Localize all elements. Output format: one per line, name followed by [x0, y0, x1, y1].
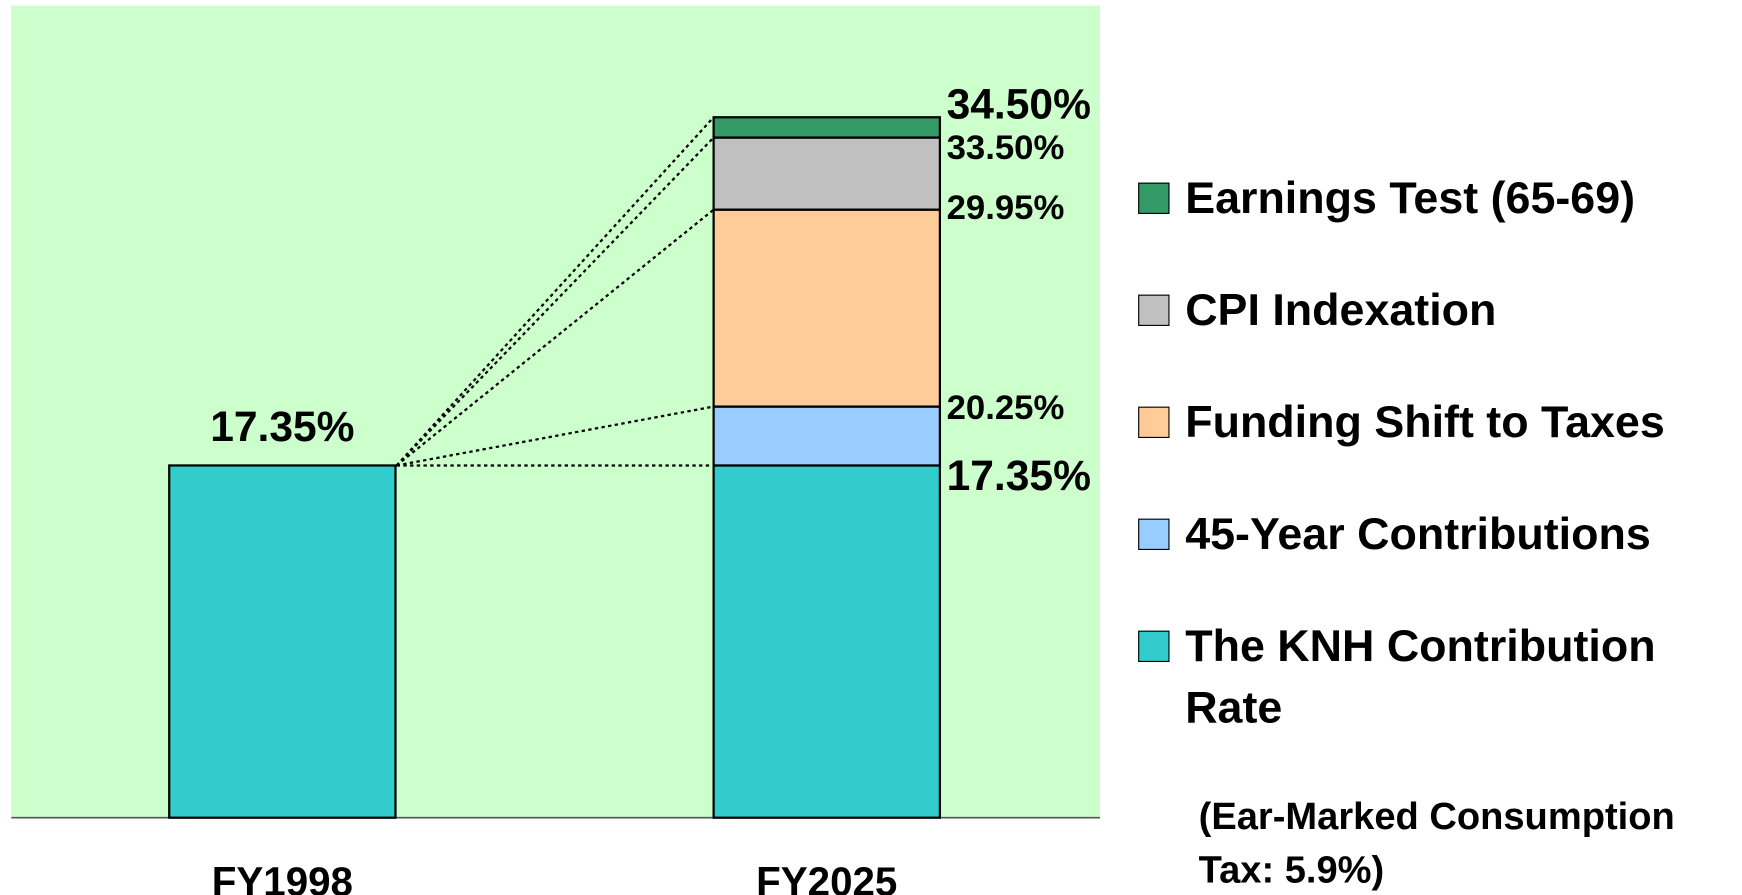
- bar-segment: [168, 464, 397, 819]
- legend: The KNH Contribution Rate 45-Year Contrib…: [1129, 168, 1742, 895]
- legend-swatch: [1138, 406, 1170, 438]
- legend-item: CPI Indexation: [1129, 280, 1741, 342]
- legend-area: The KNH Contribution Rate 45-Year Contrib…: [1129, 168, 1742, 895]
- x-tick-label: FY1998: [212, 859, 353, 895]
- legend-label: The KNH Contribution Rate: [1185, 621, 1656, 733]
- level-label: 20.25%: [947, 389, 1065, 427]
- legend-item: The KNH Contribution Rate: [1129, 616, 1741, 739]
- bar-segment: [712, 208, 942, 408]
- x-tick-label: FY2025: [756, 859, 897, 895]
- value-label: 17.35%: [210, 403, 354, 451]
- legend-label: CPI Indexation: [1185, 285, 1497, 335]
- legend-swatch: [1138, 182, 1170, 214]
- connector: [395, 136, 715, 467]
- level-label: 34.50%: [947, 80, 1091, 128]
- bar-segment: [712, 136, 942, 211]
- connector: [395, 208, 715, 467]
- legend-item: Earnings Test (65-69): [1129, 168, 1741, 230]
- bar-segment: [712, 116, 942, 139]
- bar-segment: [712, 464, 942, 819]
- legend-label: 45-Year Contributions: [1185, 509, 1651, 559]
- legend-item: Funding Shift to Taxes: [1129, 392, 1741, 454]
- bar-segment: [712, 405, 942, 467]
- annotation: (Ear-Marked Consumption Tax: 5.9%): [1198, 795, 1675, 892]
- connector: [395, 116, 715, 467]
- legend-label: Earnings Test (65-69): [1185, 173, 1636, 223]
- legend-swatch: [1138, 518, 1170, 550]
- legend-item: 45-Year Contributions: [1129, 504, 1741, 566]
- legend-swatch: [1138, 294, 1170, 326]
- legend-swatch: [1138, 630, 1170, 663]
- level-label: 33.50%: [947, 129, 1065, 167]
- level-label: 17.35%: [947, 452, 1091, 500]
- level-label: 29.95%: [947, 189, 1065, 227]
- legend-label: Funding Shift to Taxes: [1185, 397, 1665, 447]
